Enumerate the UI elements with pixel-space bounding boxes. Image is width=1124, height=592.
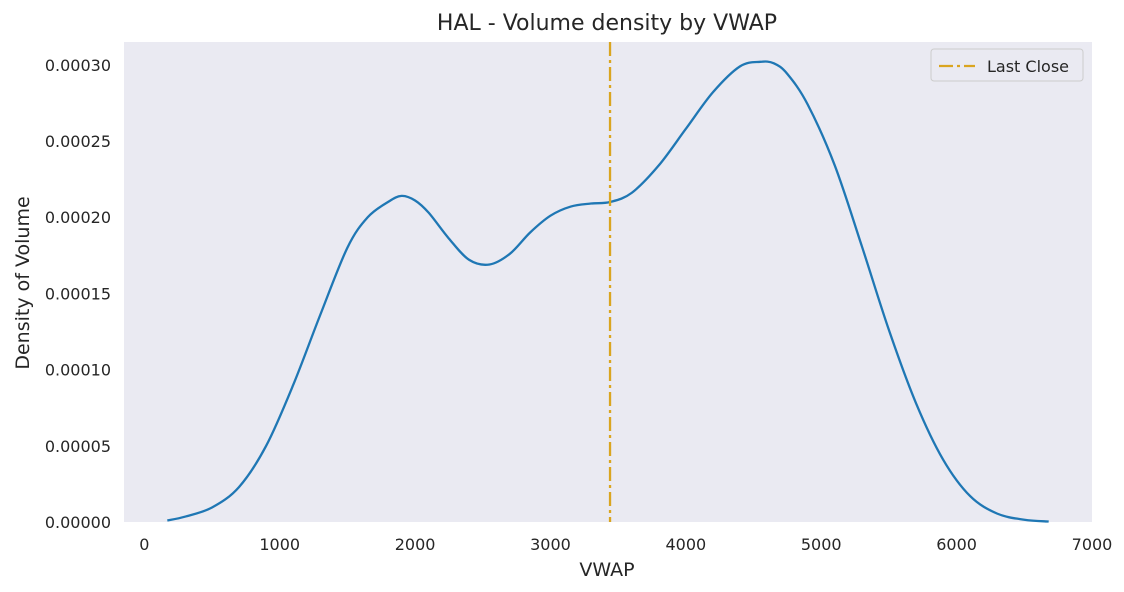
y-tick-label: 0.00020 [45,208,111,227]
x-tick-label: 1000 [259,535,300,554]
legend-box [930,48,1084,82]
x-tick-label: 5000 [801,535,842,554]
y-tick-label: 0.00010 [45,361,111,380]
y-tick-label: 0.00025 [45,132,111,151]
x-tick-label: 3000 [530,535,571,554]
y-tick-label: 0.00030 [45,56,111,75]
y-tick-label: 0.00000 [45,513,111,532]
x-axis-ticks: 0 1000 2000 3000 4000 5000 6000 7000 [139,535,1112,554]
x-axis-label: VWAP [579,559,634,581]
density-curve-layer [167,60,1049,523]
y-axis-ticks: 0.00000 0.00005 0.00010 0.00015 0.00020 0.000… [45,56,111,532]
x-tick-label: 4000 [665,535,706,554]
x-tick-label: 6000 [936,535,977,554]
plot-area [124,42,1092,522]
x-tick-label: 2000 [395,535,436,554]
y-tick-label: 0.00005 [45,437,111,456]
y-tick-label: 0.00015 [45,284,111,303]
y-axis-label: Density of Volume [12,196,34,369]
chart-title: HAL - Volume density by VWAP [437,11,777,36]
x-tick-label: 0 [139,535,149,554]
legend: Last Close [930,48,1084,82]
x-tick-label: 7000 [1072,535,1113,554]
density-curve-0 [167,60,1049,523]
legend-label-last-close: Last Close [987,57,1069,76]
